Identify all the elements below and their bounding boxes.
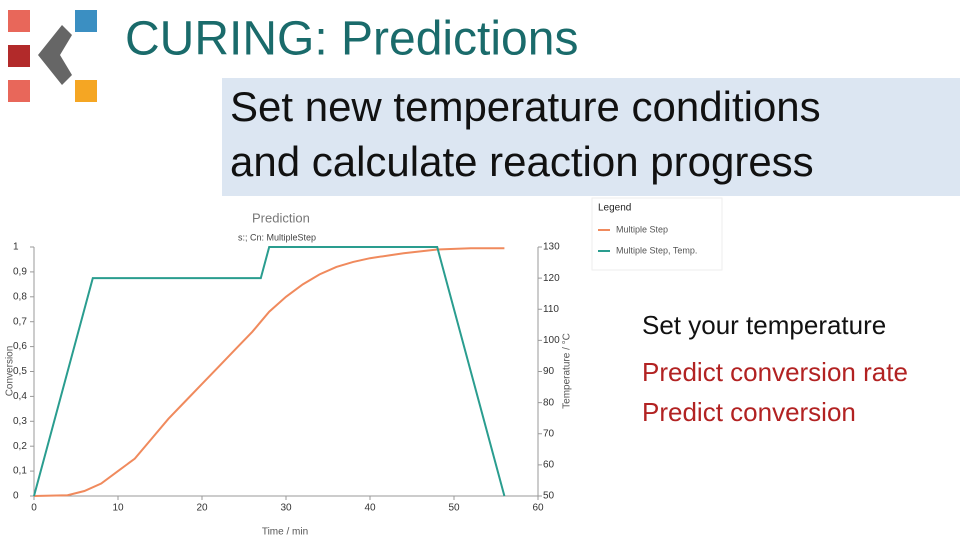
y2-tick-label: 120 [543, 273, 560, 284]
y2-tick-label: 110 [543, 304, 559, 315]
legend-label: Multiple Step [616, 224, 668, 234]
y2-tick-label: 90 [543, 366, 555, 377]
y-tick-label: 0,2 [13, 441, 27, 452]
y-tick-label: 0,3 [13, 416, 27, 427]
x-tick-label: 30 [280, 503, 292, 514]
note: Set your temperature [642, 310, 886, 340]
legend-title: Legend [598, 203, 631, 214]
x-axis-label: Time / min [262, 527, 308, 538]
y-axis-label: Conversion [5, 346, 16, 397]
banner-box [222, 78, 960, 196]
y-tick-label: 0,5 [13, 366, 27, 377]
y-tick-label: 0,4 [13, 391, 27, 402]
y2-tick-label: 130 [543, 242, 560, 253]
legend-box [591, 197, 723, 271]
slide-title: CURING: Predictions [125, 13, 578, 66]
note: Predict conversion rate [642, 357, 908, 387]
y2-tick-label: 50 [543, 491, 555, 502]
x-tick-label: 50 [448, 503, 460, 514]
x-tick-label: 0 [31, 503, 37, 514]
y-tick-label: 0,6 [13, 341, 27, 352]
x-tick-label: 10 [112, 503, 124, 514]
chart-subtitle: s:; Cn: MultipleStep [238, 232, 316, 242]
chart-title: Prediction [252, 210, 310, 225]
y-tick-label: 0 [13, 491, 19, 502]
y2-tick-label: 70 [543, 428, 555, 439]
y-tick-label: 0,8 [13, 291, 27, 302]
data-line [33, 247, 505, 497]
x-tick-label: 60 [532, 503, 544, 514]
banner-line: and calculate reaction progress [230, 138, 814, 185]
y-tick-label: 0,9 [13, 267, 27, 278]
note: Predict conversion [642, 397, 856, 427]
y2-axis-label: Temperature / °C [562, 333, 573, 409]
banner-line: Set new temperature conditions [230, 83, 821, 130]
y-tick-label: 1 [13, 242, 19, 253]
x-tick-label: 40 [364, 503, 376, 514]
y2-tick-label: 80 [543, 397, 555, 408]
y-tick-label: 0,1 [13, 466, 27, 477]
y-tick-label: 0,7 [13, 316, 27, 327]
y2-tick-label: 60 [543, 460, 555, 471]
y2-tick-label: 100 [543, 335, 560, 346]
legend-label: Multiple Step, Temp. [616, 245, 697, 255]
logo [8, 10, 97, 102]
x-tick-label: 20 [196, 503, 208, 514]
data-line [33, 246, 506, 497]
